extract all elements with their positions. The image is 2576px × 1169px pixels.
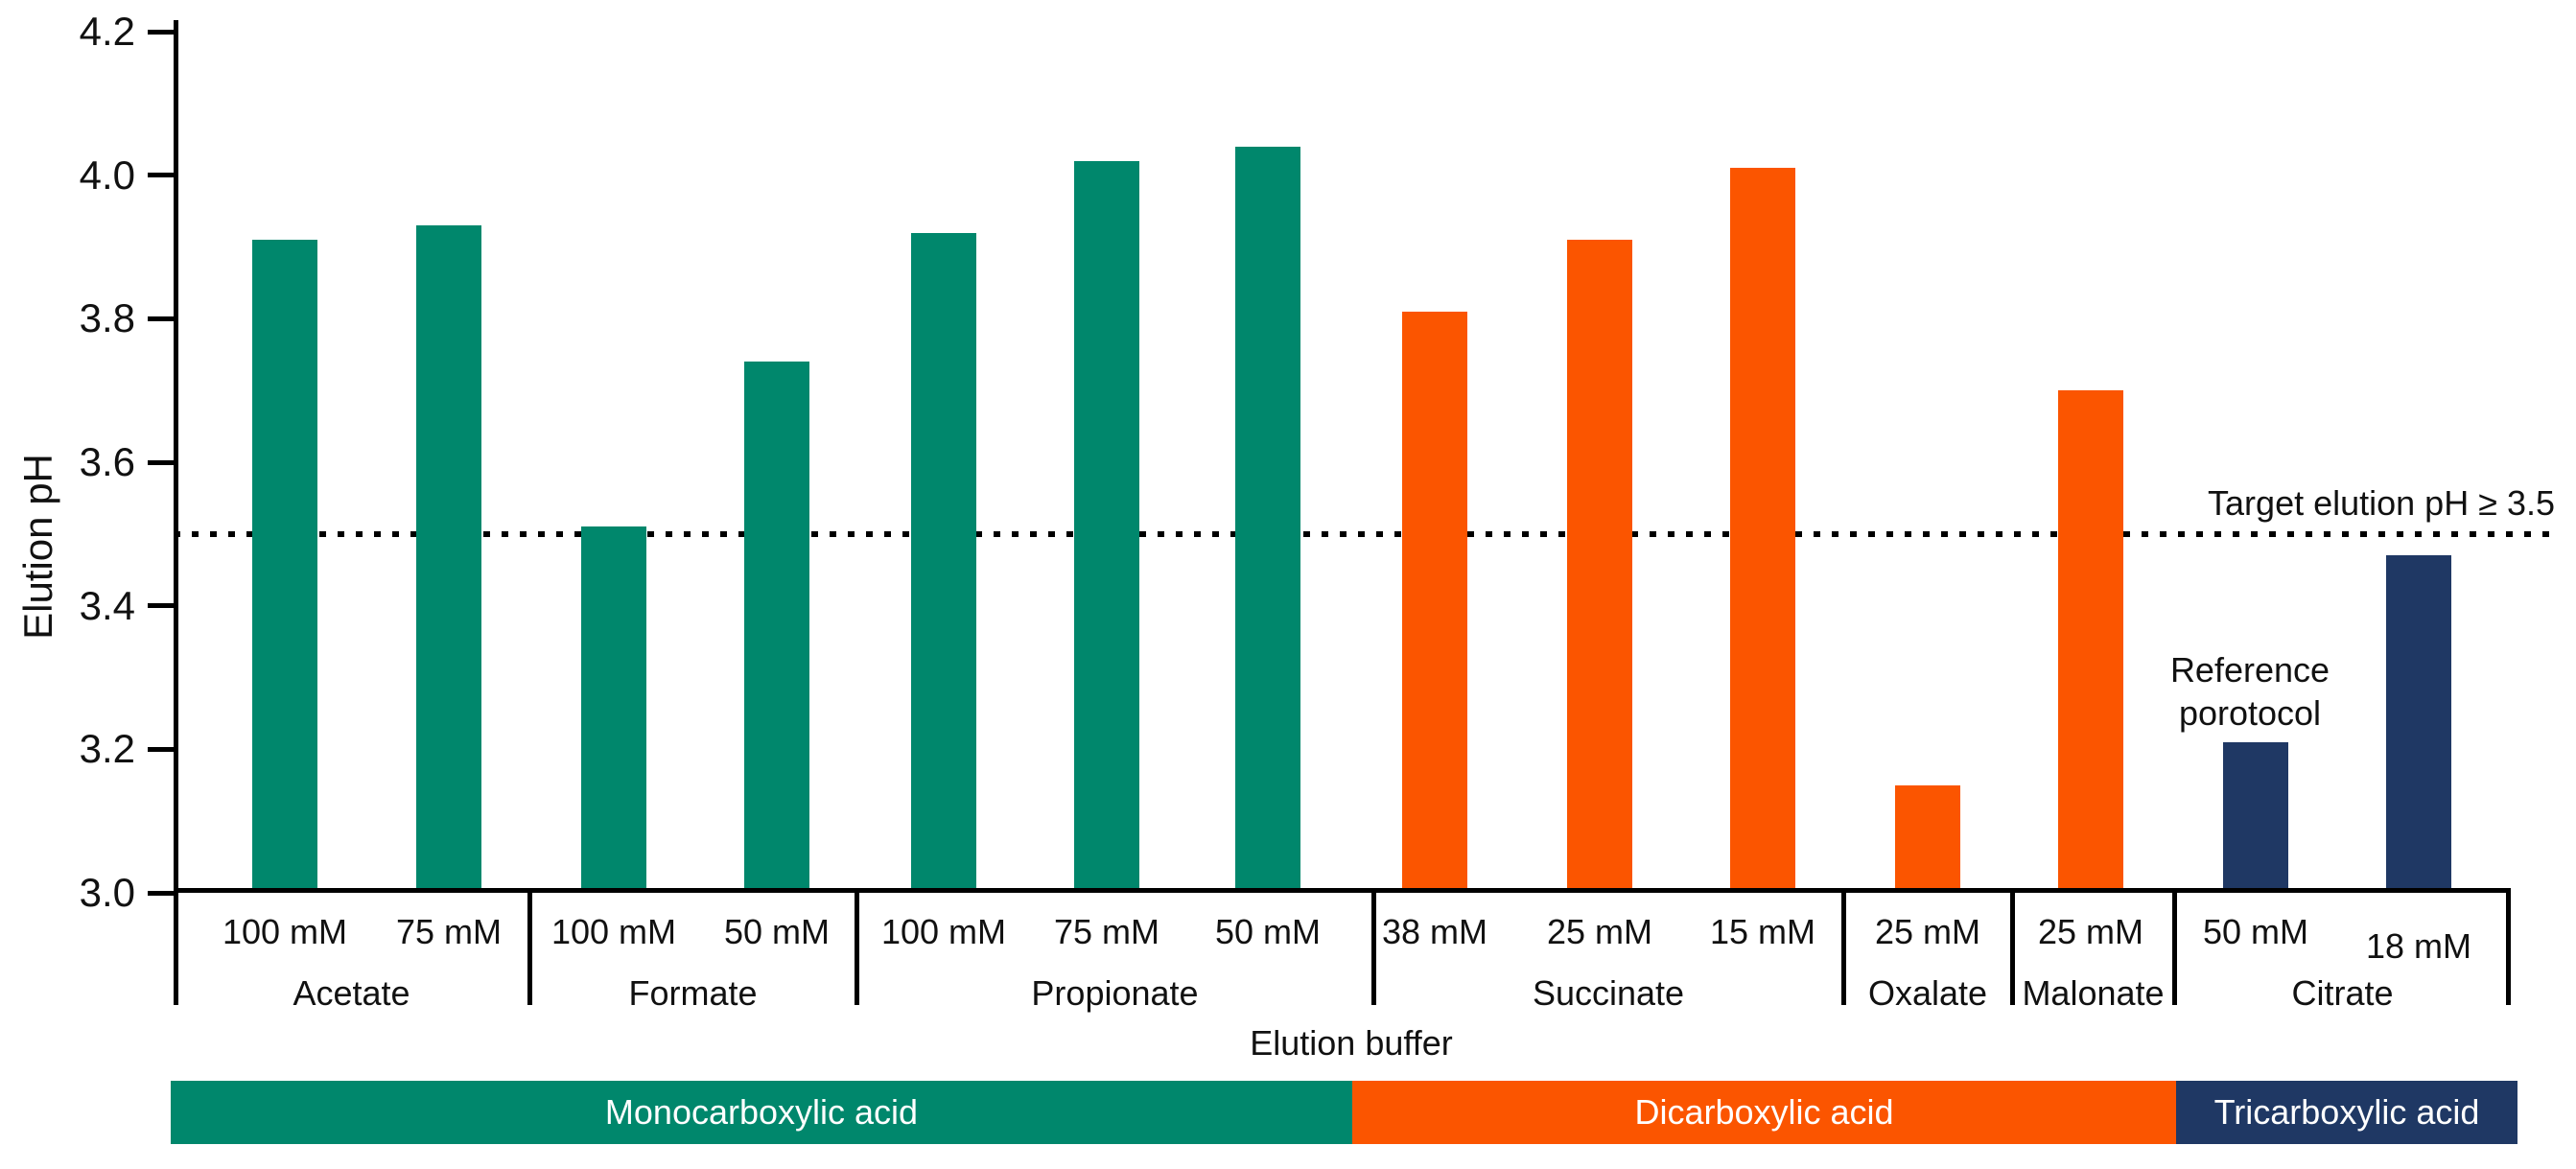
y-axis-tick-label: 3.2 — [79, 726, 135, 772]
x-group-label-succinate: Succinate — [1532, 973, 1685, 1013]
bar-oxalate-25mM — [1895, 784, 1960, 893]
x-axis-group-separator — [174, 893, 178, 1005]
x-tick-label-concentration: 100 mM — [550, 912, 677, 951]
y-axis-tick-label: 3.8 — [79, 295, 135, 341]
x-tick-label-concentration: 50 mM — [2202, 912, 2309, 951]
bar-propionate-100mM — [911, 232, 976, 893]
x-axis-title: Elution buffer — [1250, 1023, 1453, 1063]
y-axis-tick-label: 4.0 — [79, 152, 135, 198]
target-line-label: Target elution pH ≥ 3.5 — [2208, 483, 2555, 523]
bar-citrate-50mM — [2223, 741, 2288, 893]
y-axis-tick-label: 3.4 — [79, 582, 135, 628]
bar-malonate-25mM — [2058, 390, 2123, 893]
x-axis-group-separator — [854, 893, 859, 1005]
y-axis-line — [174, 20, 178, 893]
bar-formate-100mM — [581, 526, 646, 893]
y-axis-tick — [148, 603, 174, 609]
bar-succinate-15mM — [1730, 168, 1795, 893]
x-group-label-propionate: Propionate — [1031, 973, 1199, 1013]
y-axis-tick — [148, 746, 174, 752]
y-axis-tick-label: 3.6 — [79, 439, 135, 484]
x-tick-label-concentration: 50 mM — [1214, 912, 1322, 951]
bar-propionate-50mM — [1235, 146, 1300, 893]
x-group-label-citrate: Citrate — [2291, 973, 2394, 1013]
x-axis-group-separator — [2171, 893, 2177, 1005]
bar-propionate-75mM — [1074, 160, 1139, 893]
reference-protocol-label: Reference porotocol — [2058, 648, 2442, 735]
x-group-label-oxalate: Oxalate — [1867, 973, 1988, 1013]
x-group-label-formate: Formate — [628, 973, 758, 1013]
bar-acetate-75mM — [416, 225, 481, 893]
x-tick-label-concentration: 75 mM — [1053, 912, 1160, 951]
bar-citrate-18mM — [2386, 555, 2451, 893]
x-axis-group-separator — [527, 893, 532, 1005]
x-tick-label-concentration: 18 mM — [2365, 926, 2472, 966]
x-axis-line — [174, 888, 2511, 893]
y-axis-tick — [148, 173, 174, 178]
x-tick-label-concentration: 75 mM — [395, 912, 503, 951]
x-tick-label-concentration: 38 mM — [1381, 912, 1488, 951]
y-axis-tick — [148, 890, 174, 896]
x-group-label-acetate: Acetate — [293, 973, 410, 1013]
x-axis-group-separator — [1370, 893, 1376, 1005]
x-tick-label-concentration: 25 mM — [1546, 912, 1653, 951]
x-tick-label-concentration: 100 mM — [880, 912, 1007, 951]
x-group-label-malonate: Malonate — [2022, 973, 2165, 1013]
x-axis-group-separator — [2009, 893, 2015, 1005]
reference-protocol-line1: Reference — [2169, 650, 2330, 690]
bar-acetate-100mM — [252, 240, 317, 893]
y-axis-tick — [148, 459, 174, 465]
y-axis-tick — [148, 29, 174, 35]
x-tick-label-concentration: 25 mM — [2037, 912, 2144, 951]
x-tick-label-concentration: 100 mM — [222, 912, 348, 951]
legend-segment-monocarboxylic: Monocarboxylic acid — [171, 1081, 1352, 1144]
x-tick-label-concentration: 50 mM — [723, 912, 831, 951]
x-axis-group-separator — [2506, 893, 2511, 1005]
y-axis-tick-label: 4.2 — [79, 9, 135, 54]
x-tick-label-concentration: 25 mM — [1874, 912, 1981, 951]
bar-succinate-25mM — [1567, 240, 1632, 893]
reference-protocol-line2: porotocol — [2178, 693, 2322, 733]
plot-area: 3.0 3.2 3.4 3.6 3.8 4.0 4.2 — [80, 11, 2556, 1005]
y-axis-tick-label: 3.0 — [79, 870, 135, 915]
bar-formate-50mM — [744, 362, 809, 893]
legend: Monocarboxylic acid Dicarboxylic acid Tric… — [0, 1081, 2576, 1144]
legend-segment-dicarboxylic: Dicarboxylic acid — [1352, 1081, 2176, 1144]
bar-succinate-38mM — [1402, 311, 1467, 893]
x-axis-group-separator — [1840, 893, 1846, 1005]
x-tick-label-concentration: 15 mM — [1709, 912, 1816, 951]
legend-segment-tricarboxylic: Tricarboxylic acid — [2176, 1081, 2517, 1144]
y-axis-tick — [148, 316, 174, 321]
target-threshold-line — [174, 530, 2556, 537]
